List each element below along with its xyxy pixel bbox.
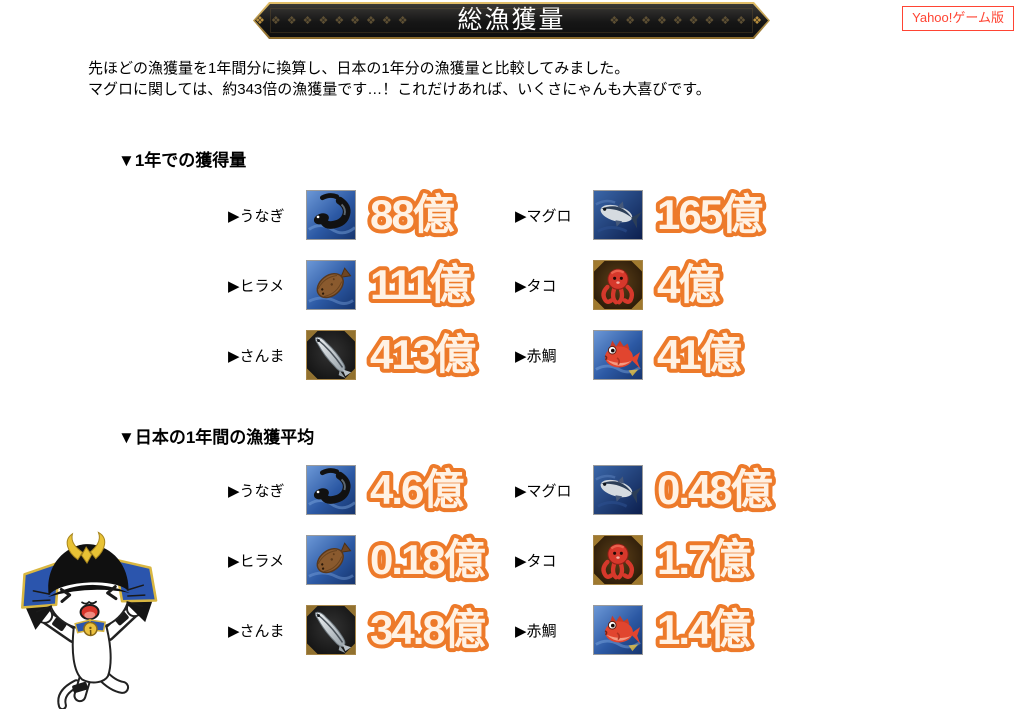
fish-label: ▶赤鯛 bbox=[515, 622, 557, 640]
catch-item-octopus: ▶タコ 4億 bbox=[515, 257, 838, 312]
octopus-icon bbox=[593, 535, 643, 585]
svg-text:4.6億: 4.6億 bbox=[370, 466, 464, 513]
svg-text:413億: 413億 bbox=[370, 331, 476, 378]
flounder-icon bbox=[306, 260, 356, 310]
svg-text:165億: 165億 bbox=[657, 191, 763, 238]
fish-label: ▶タコ bbox=[515, 277, 557, 295]
title-banner-inner: ❖❖❖❖❖❖❖❖❖❖ 総漁獲量 ❖❖❖❖❖❖❖❖❖❖ bbox=[255, 4, 768, 37]
fish-label: ▶うなぎ bbox=[228, 207, 285, 225]
fish-label: ▶マグロ bbox=[515, 482, 572, 500]
japan-average-grid: ▶うなぎ 4.6億 ▶マグロ 0.48億 ▶ヒラメ 0.18億 ▶タコ 1.7億… bbox=[228, 455, 838, 665]
svg-text:41億: 41億 bbox=[657, 331, 742, 378]
catch-value: 88億 bbox=[366, 187, 461, 242]
fish-label: ▶さんま bbox=[228, 347, 285, 365]
fish-label: ▶ヒラメ bbox=[228, 552, 285, 570]
saury-icon bbox=[306, 330, 356, 380]
mascot-cat-character bbox=[21, 531, 158, 709]
catch-item-tuna: ▶マグロ 165億 bbox=[515, 187, 838, 242]
catch-item-tuna: ▶マグロ 0.48億 bbox=[515, 462, 838, 517]
catch-value: 111億 bbox=[366, 257, 477, 312]
svg-text:0.48億: 0.48億 bbox=[657, 466, 773, 513]
intro-text: 先ほどの漁獲量を1年間分に換算し、日本の1年分の漁獲量と比較してみました。 マグ… bbox=[88, 58, 711, 101]
eel-icon bbox=[306, 190, 356, 240]
fish-label: ▶うなぎ bbox=[228, 482, 285, 500]
catch-item-seabream: ▶赤鯛 1.4億 bbox=[515, 602, 838, 657]
tuna-icon bbox=[593, 465, 643, 515]
catch-value: 4.6億 bbox=[366, 462, 470, 517]
svg-text:88億: 88億 bbox=[370, 191, 455, 238]
fish-label: ▶赤鯛 bbox=[515, 347, 557, 365]
svg-text:1.7億: 1.7億 bbox=[657, 536, 751, 583]
fish-label: ▶マグロ bbox=[515, 207, 572, 225]
catch-item-saury: ▶さんま 413億 bbox=[228, 327, 515, 382]
catch-value: 34.8億 bbox=[366, 602, 492, 657]
fish-label: ▶ヒラメ bbox=[228, 277, 285, 295]
svg-text:0.18億: 0.18億 bbox=[370, 536, 486, 583]
section-heading-japan-average: ▼日本の1年間の漁獲平均 bbox=[118, 428, 315, 447]
catch-value: 41億 bbox=[653, 327, 748, 382]
eel-icon bbox=[306, 465, 356, 515]
catch-item-seabream: ▶赤鯛 41億 bbox=[515, 327, 838, 382]
seabream-icon bbox=[593, 330, 643, 380]
catch-item-saury: ▶さんま 34.8億 bbox=[228, 602, 515, 657]
banner-decor-right: ❖❖❖❖❖❖❖❖❖❖ bbox=[609, 15, 769, 27]
yahoo-game-badge[interactable]: Yahoo!ゲーム版 bbox=[902, 6, 1014, 31]
catch-value: 4億 bbox=[653, 257, 726, 312]
seabream-icon bbox=[593, 605, 643, 655]
svg-text:4億: 4億 bbox=[657, 261, 720, 308]
catch-item-eel: ▶うなぎ 4.6億 bbox=[228, 462, 515, 517]
saury-icon bbox=[306, 605, 356, 655]
catch-value: 0.18億 bbox=[366, 532, 492, 587]
svg-text:1.4億: 1.4億 bbox=[657, 606, 751, 653]
svg-text:34.8億: 34.8億 bbox=[370, 606, 486, 653]
tuna-icon bbox=[593, 190, 643, 240]
fish-label: ▶タコ bbox=[515, 552, 557, 570]
yearly-catch-grid: ▶うなぎ 88億 ▶マグロ 165億 ▶ヒラメ 111億 ▶タコ 4億 ▶さんま… bbox=[228, 180, 838, 390]
intro-line-1: 先ほどの漁獲量を1年間分に換算し、日本の1年分の漁獲量と比較してみました。 bbox=[88, 60, 630, 77]
svg-text:111億: 111億 bbox=[370, 261, 471, 308]
catch-value: 0.48億 bbox=[653, 462, 779, 517]
catch-value: 165億 bbox=[653, 187, 769, 242]
catch-value: 413億 bbox=[366, 327, 482, 382]
octopus-icon bbox=[593, 260, 643, 310]
catch-value: 1.7億 bbox=[653, 532, 757, 587]
page-title: 総漁獲量 bbox=[457, 6, 566, 34]
catch-item-octopus: ▶タコ 1.7億 bbox=[515, 532, 838, 587]
flounder-icon bbox=[306, 535, 356, 585]
section-heading-yearly-catch: ▼1年での獲得量 bbox=[118, 151, 247, 170]
banner-decor-left: ❖❖❖❖❖❖❖❖❖❖ bbox=[255, 15, 414, 27]
catch-item-eel: ▶うなぎ 88億 bbox=[228, 187, 515, 242]
catch-value: 1.4億 bbox=[653, 602, 757, 657]
fish-label: ▶さんま bbox=[228, 622, 285, 640]
catch-item-flounder: ▶ヒラメ 0.18億 bbox=[228, 532, 515, 587]
title-banner: ❖❖❖❖❖❖❖❖❖❖ 総漁獲量 ❖❖❖❖❖❖❖❖❖❖ bbox=[253, 2, 770, 39]
catch-item-flounder: ▶ヒラメ 111億 bbox=[228, 257, 515, 312]
intro-line-2: マグロに関しては、約343倍の漁獲量です…！これだけあれば、いくさにゃんも大喜び… bbox=[88, 81, 711, 99]
